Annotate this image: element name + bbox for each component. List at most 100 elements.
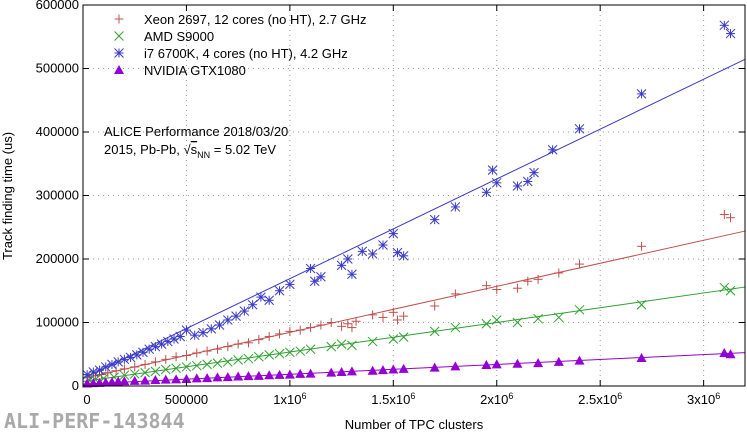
annotation-sqrt: √ [184,142,192,157]
data-point-series-1 [388,334,399,344]
data-point-series-1 [233,355,244,365]
data-point-series-2 [491,177,502,188]
data-point-series-0 [392,315,402,325]
data-point-series-0 [140,359,150,369]
data-point-series-2 [347,269,357,280]
x-tick-label: 2.5x106 [578,391,622,407]
data-point-series-0 [523,276,533,286]
data-point-series-2 [378,240,388,250]
data-point-series-0 [119,364,129,374]
data-point-series-1 [202,359,212,370]
legend-label-3: NVIDIA GTX1080 [144,63,246,78]
x-axis-title: Number of TPC clusters [345,417,484,432]
fit-line-series-0 [82,230,746,379]
data-point-series-1 [481,318,492,329]
data-point-series-3 [295,368,306,378]
data-point-series-3 [119,376,130,386]
data-point-series-1 [181,362,192,372]
annotation-line-1: ALICE Performance 2018/03/20 [104,124,288,139]
data-point-series-1 [347,340,357,351]
data-point-series-1 [326,341,337,352]
data-point-series-3 [398,363,409,373]
data-point-series-2 [256,292,266,302]
legend-label-2: i7 6700K, 4 cores (no HT), 4.2 GHz [144,46,348,61]
data-point-series-3 [336,367,347,377]
data-point-series-0 [306,323,316,333]
data-point-series-1 [274,348,285,359]
data-point-series-0 [254,335,264,345]
data-point-series-3 [284,369,295,379]
data-point-series-3 [533,358,544,368]
data-point-series-0 [450,289,460,299]
data-point-series-0 [337,321,347,331]
data-point-series-2 [119,354,130,365]
data-point-series-2 [522,176,533,187]
data-point-series-2 [264,295,275,306]
x-tick-label: 1x106 [273,391,306,407]
data-point-series-3 [202,373,213,383]
data-point-series-1 [719,282,730,293]
data-point-series-3 [725,349,736,359]
data-point-series-1 [160,364,171,375]
data-point-series-2 [388,228,399,239]
data-point-series-3 [574,355,585,365]
data-point-series-0 [130,362,140,372]
x-tick-exponent: 6 [617,391,622,401]
y-tick-label: 100000 [36,315,79,330]
x-tick-label: 1.5x106 [371,391,415,407]
data-point-series-3 [377,365,388,375]
data-point-series-0 [161,354,171,364]
data-point-series-3 [326,367,337,377]
data-point-series-0 [388,307,398,317]
x-tick-exponent: 6 [301,391,306,401]
legend-label-1: AMD S9000 [144,29,214,44]
legend-label-0: Xeon 2697, 12 cores (no HT), 2.7 GHz [144,12,367,27]
data-point-series-1 [295,346,306,356]
data-point-series-0 [111,366,121,376]
data-point-series-3 [274,369,285,379]
data-point-series-2 [316,271,326,282]
fit-line-series-1 [82,286,746,383]
data-point-series-1 [398,332,409,342]
data-point-series-2 [181,325,192,335]
data-point-series-0 [285,326,295,336]
data-point-series-0 [637,241,647,251]
data-point-series-3 [429,362,440,372]
data-point-series-3 [388,364,399,374]
data-point-series-2 [719,20,730,31]
data-point-series-0 [351,316,361,326]
data-point-series-3 [450,361,461,371]
data-point-series-0 [233,339,243,349]
data-point-series-0 [326,318,336,327]
data-point-series-1 [491,315,502,325]
data-point-series-1 [222,357,233,367]
annotation-sub: NN [197,150,210,160]
data-point-series-3 [491,359,502,369]
annotation-suffix: = 5.02 TeV [210,142,276,157]
data-point-series-2 [189,330,200,341]
data-point-series-3 [171,374,182,384]
data-point-series-3 [367,365,378,375]
data-point-series-3 [553,356,564,366]
data-point-series-2 [357,246,368,257]
fit-lines [82,58,746,385]
y-tick-label: 400000 [36,124,79,139]
data-point-series-0 [192,348,202,358]
data-point-series-3 [129,375,140,385]
data-point-series-0 [244,338,253,348]
data-point-series-2 [574,123,585,134]
x-tick-exponent: 6 [715,391,720,401]
fit-line-series-3 [82,352,746,385]
data-point-series-2 [547,144,558,155]
data-point-series-1 [305,344,316,355]
data-point-series-1 [450,322,461,333]
annotation-line-2: 2015, Pb-Pb, √sNN = 5.02 TeV [104,142,276,160]
watermark-id: ALI-PERF-143844 [4,409,185,433]
data-point-series-1 [636,299,647,310]
data-point-series-1 [129,369,140,379]
data-point-series-0 [295,325,305,335]
legend-marker-1 [114,31,124,41]
data-point-series-2 [529,167,539,178]
data-point-series-1 [553,312,564,323]
x-tick-label: 500000 [165,392,208,407]
